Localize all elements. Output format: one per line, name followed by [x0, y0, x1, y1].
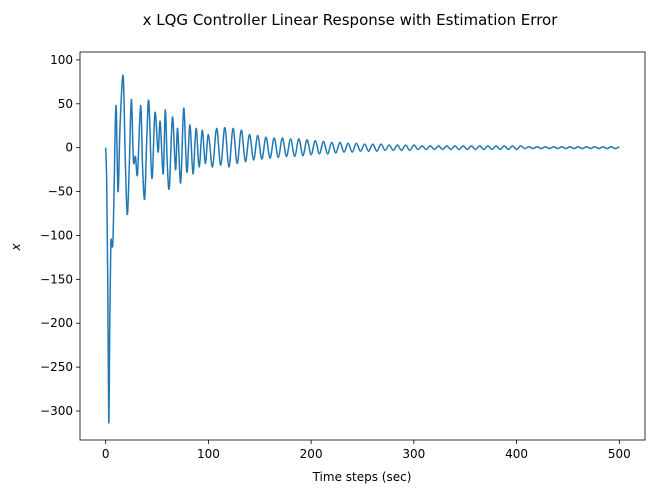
- x-tick-label: 100: [197, 447, 220, 461]
- y-tick-label: −300: [40, 404, 73, 418]
- y-tick-label: −250: [40, 360, 73, 374]
- x-tick-label: 0: [102, 447, 110, 461]
- x-axis-label: Time steps (sec): [312, 470, 412, 484]
- chart-title: x LQG Controller Linear Response with Es…: [143, 11, 559, 29]
- data-line: [104, 74, 620, 424]
- y-tick-label: 0: [65, 141, 73, 155]
- y-axis-label: x: [9, 243, 23, 252]
- x-tick-label: 400: [505, 447, 528, 461]
- plot-frame: [79, 51, 646, 441]
- y-tick-label: −50: [48, 185, 73, 199]
- x-tick-label: 300: [402, 447, 425, 461]
- y-tick-label: −200: [40, 316, 73, 330]
- x-tick-label: 200: [300, 447, 323, 461]
- y-tick-label: −150: [40, 272, 73, 286]
- x-tick-label: 500: [608, 447, 631, 461]
- y-tick-label: −100: [40, 228, 73, 242]
- y-tick-label: 100: [50, 53, 73, 67]
- y-tick-label: 50: [58, 97, 73, 111]
